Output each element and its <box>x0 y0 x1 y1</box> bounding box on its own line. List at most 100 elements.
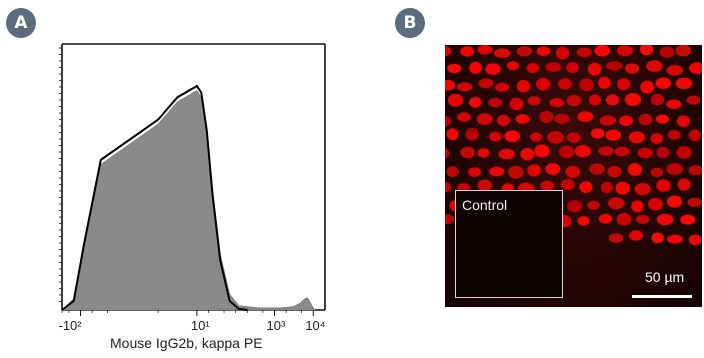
nucleus <box>477 45 493 55</box>
nucleus <box>587 200 600 210</box>
x-tick-label: 10³ <box>266 318 286 333</box>
nucleus <box>545 62 562 72</box>
nucleus <box>539 111 554 123</box>
nucleus <box>628 230 644 241</box>
nucleus <box>689 62 702 74</box>
nucleus <box>617 78 631 91</box>
nucleus <box>628 131 645 144</box>
nucleus <box>656 179 671 192</box>
nucleus <box>594 45 610 57</box>
control-inset-label: Control <box>462 197 508 213</box>
nucleus <box>631 200 644 213</box>
nucleus <box>650 133 663 144</box>
x-axis-label: Mouse IgG2b, kappa PE <box>110 335 263 351</box>
nucleus <box>509 97 524 111</box>
nucleus <box>646 60 663 72</box>
nucleus <box>566 62 579 73</box>
nucleus <box>635 214 650 224</box>
nucleus <box>477 179 492 192</box>
nucleus <box>675 77 693 89</box>
nucleus <box>655 77 672 89</box>
nucleus <box>677 178 691 191</box>
nucleus <box>456 82 473 92</box>
scale-bar-label: 50 µm <box>645 269 685 285</box>
nucleus <box>650 167 664 178</box>
nucleus <box>527 96 541 106</box>
nucleus <box>460 146 475 159</box>
nucleus <box>477 148 490 158</box>
nucleus <box>536 46 551 56</box>
nucleus <box>605 94 620 106</box>
nucleus <box>520 147 535 161</box>
nucleus <box>588 94 601 106</box>
nucleus <box>577 216 590 226</box>
nucleus <box>637 147 654 159</box>
x-tick-label: -10² <box>58 318 82 333</box>
nucleus <box>579 78 594 92</box>
nucleus <box>445 148 450 159</box>
nucleus <box>516 46 533 57</box>
nucleus <box>639 45 654 56</box>
nucleus <box>598 76 611 89</box>
nucleus <box>515 114 530 124</box>
nucleus <box>667 195 682 208</box>
nucleus <box>686 95 701 105</box>
nucleus <box>488 166 505 177</box>
nucleus <box>614 146 630 157</box>
nucleus <box>445 116 452 127</box>
nucleus <box>445 214 455 225</box>
nucleus <box>619 115 634 127</box>
nucleus <box>445 181 452 193</box>
nucleus <box>566 95 582 107</box>
nucleus <box>599 115 617 126</box>
nucleus <box>447 93 464 107</box>
nucleus <box>676 146 692 159</box>
panel-a-badge: A <box>6 8 36 38</box>
nucleus <box>574 145 591 158</box>
nucleus <box>675 45 691 57</box>
nucleus <box>589 163 605 175</box>
nucleus <box>445 80 456 91</box>
nucleus <box>590 128 605 139</box>
nucleus <box>615 181 630 195</box>
nucleus <box>656 213 674 226</box>
nucleus <box>540 180 555 191</box>
nucleus <box>557 78 572 90</box>
nucleus <box>656 146 670 159</box>
nucleus <box>508 165 524 179</box>
nucleus <box>530 132 542 142</box>
nucleus <box>445 46 452 57</box>
nucleus <box>478 78 494 89</box>
fluorescence-micrograph: Control 50 µm <box>445 45 702 307</box>
nucleus <box>488 97 503 108</box>
nucleus <box>598 213 613 224</box>
nucleus <box>534 144 550 158</box>
nucleus <box>559 145 575 159</box>
nucleus <box>494 82 510 92</box>
nucleus <box>625 63 640 74</box>
nucleus <box>516 79 531 93</box>
nucleus <box>465 127 479 141</box>
nucleus <box>666 99 682 109</box>
nucleus <box>468 167 481 177</box>
nucleus <box>498 148 515 160</box>
nucleus <box>666 234 683 244</box>
nucleus <box>460 46 475 57</box>
nucleus <box>493 48 511 58</box>
nucleus <box>648 197 663 211</box>
nucleus <box>666 65 683 76</box>
nucleus <box>577 111 594 122</box>
nucleus <box>688 165 702 176</box>
nucleus <box>526 62 539 74</box>
nucleus <box>579 181 593 193</box>
nucleus <box>655 114 670 124</box>
nucleus <box>616 45 634 57</box>
nucleus <box>607 165 622 178</box>
control-inset: Control <box>455 190 563 298</box>
nucleus <box>527 164 541 177</box>
nucleus <box>545 163 561 175</box>
x-tick-label: 10⁴ <box>305 318 326 333</box>
nucleus <box>566 132 581 143</box>
nucleus <box>576 47 592 58</box>
